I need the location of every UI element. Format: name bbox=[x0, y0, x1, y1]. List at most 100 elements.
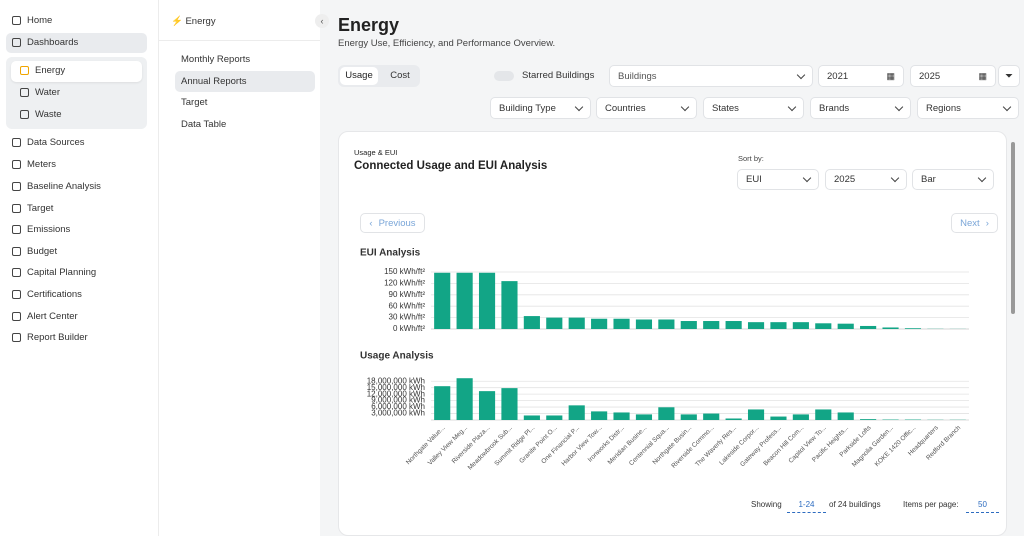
select-text: 2025 bbox=[834, 174, 856, 185]
nav-item[interactable]: Dashboards bbox=[12, 37, 78, 48]
nav-item[interactable]: Data Sources bbox=[12, 137, 85, 148]
nav-item[interactable]: Capital Planning bbox=[12, 267, 96, 278]
nav-label: Meters bbox=[27, 159, 57, 170]
nav-item[interactable]: Home bbox=[12, 15, 52, 26]
range[interactable]: 1-24 bbox=[787, 500, 826, 513]
bar bbox=[747, 409, 765, 420]
nav-icon bbox=[12, 225, 21, 234]
nav-item[interactable]: Certifications bbox=[12, 289, 82, 300]
bar bbox=[860, 419, 877, 420]
bar bbox=[680, 414, 697, 420]
page-subtitle: Energy Use, Efficiency, and Performance … bbox=[338, 38, 556, 49]
bar bbox=[591, 411, 608, 420]
nav-item[interactable]: Meters bbox=[12, 159, 56, 170]
subnav-highlight bbox=[175, 71, 315, 92]
select-text: Brands bbox=[819, 102, 850, 114]
nav-item[interactable]: Baseline Analysis bbox=[12, 181, 101, 192]
subnav-item[interactable]: Annual Reports bbox=[181, 76, 247, 87]
filter-select[interactable]: Countries bbox=[596, 97, 697, 119]
showing-label: Showing bbox=[751, 500, 782, 509]
nav-item[interactable]: Report Builder bbox=[12, 332, 88, 343]
x-tick-label: Northgate Busin... bbox=[651, 424, 693, 466]
nav-label: Home bbox=[27, 15, 53, 26]
sort-select[interactable]: EUI bbox=[737, 169, 819, 190]
card-eyebrow: Usage & EUI bbox=[354, 148, 398, 157]
select-text: 2025 bbox=[919, 70, 941, 82]
charts: EUI Analysis 0 kWh/ft² 30 kWh/ft² 60 kWh/ft… bbox=[360, 248, 969, 472]
filter-select[interactable]: States bbox=[703, 97, 804, 119]
bar bbox=[747, 322, 765, 329]
bar bbox=[770, 416, 787, 420]
bar bbox=[837, 323, 854, 329]
select-text: Buildings bbox=[618, 70, 657, 82]
subnav-item[interactable]: Target bbox=[181, 97, 208, 108]
bar bbox=[703, 321, 720, 329]
y-tick-label: 18,000,000 kWh bbox=[367, 376, 425, 385]
filter-select[interactable]: Brands bbox=[810, 97, 911, 119]
bar bbox=[478, 391, 496, 420]
filter-select[interactable]: Regions bbox=[917, 97, 1019, 119]
nav-icon bbox=[20, 110, 29, 119]
x-tick-label: Beacon Hill Com... bbox=[762, 424, 805, 467]
bar bbox=[904, 328, 922, 329]
filter-select[interactable]: Building Type bbox=[490, 97, 591, 119]
previous-button[interactable]: ‹ Previous bbox=[360, 213, 425, 233]
per-page-label: Items per page: bbox=[903, 500, 959, 509]
x-tick-label: Magnolia Garden... bbox=[851, 424, 895, 468]
collapse-button[interactable]: ‹ bbox=[315, 14, 329, 28]
chart-title: EUI Analysis bbox=[360, 248, 421, 259]
per-page[interactable]: 50 bbox=[966, 500, 999, 513]
type-select[interactable]: Bar bbox=[912, 169, 994, 190]
x-tick-label: Northgate Value... bbox=[405, 424, 447, 466]
nav-label: Data Sources bbox=[27, 137, 85, 148]
button-text: Next bbox=[960, 217, 980, 229]
subnav-title-text: Energy bbox=[185, 16, 216, 27]
bar bbox=[568, 317, 585, 329]
y-tick-label: 120 kWh/ft² bbox=[384, 279, 425, 288]
bar bbox=[434, 386, 451, 420]
scrollbar bbox=[1011, 142, 1015, 314]
nav-item[interactable]: Water bbox=[20, 87, 60, 98]
nav-item[interactable]: Energy bbox=[20, 65, 65, 76]
bar bbox=[703, 413, 720, 420]
bar bbox=[546, 317, 563, 329]
nav-icon bbox=[12, 268, 21, 277]
y-tick-label: 30 kWh/ft² bbox=[389, 313, 426, 322]
bar bbox=[523, 415, 540, 420]
nav-icon bbox=[12, 16, 21, 25]
nav-item[interactable]: Alert Center bbox=[12, 311, 78, 322]
buildings-select[interactable]: Buildings bbox=[609, 65, 813, 87]
bar bbox=[613, 412, 630, 420]
nav-label: Alert Center bbox=[27, 311, 78, 322]
tab-usage[interactable]: Usage bbox=[340, 67, 378, 85]
subnav-title: ⚡ Energy bbox=[171, 16, 216, 27]
y-tick-label: 0 kWh/ft² bbox=[393, 324, 425, 333]
bar bbox=[568, 405, 585, 420]
nav-item[interactable]: Budget bbox=[12, 246, 57, 257]
subnav-item[interactable]: Data Table bbox=[181, 119, 227, 130]
nav-icon bbox=[12, 160, 21, 169]
toggle[interactable] bbox=[494, 71, 514, 81]
nav-item[interactable]: Waste bbox=[20, 109, 62, 120]
year-select[interactable]: 2025 bbox=[825, 169, 907, 190]
nav-icon bbox=[12, 38, 21, 47]
bar bbox=[860, 325, 877, 329]
total-label: of 24 buildings bbox=[829, 500, 881, 509]
next-button[interactable]: Next › bbox=[951, 213, 998, 233]
select-text: Regions bbox=[926, 102, 961, 114]
tab-cost[interactable]: Cost bbox=[390, 70, 410, 81]
filter-button[interactable]: ⏷ bbox=[998, 65, 1020, 87]
start-year[interactable]: 2021 ▦ bbox=[818, 65, 904, 87]
x-tick-label: Centennial Squa... bbox=[628, 424, 671, 467]
bar bbox=[546, 415, 563, 420]
x-tick-label: Lakeside Corpor... bbox=[718, 424, 760, 466]
nav-icon bbox=[12, 290, 21, 299]
nav-icon bbox=[12, 182, 21, 191]
subnav-item[interactable]: Monthly Reports bbox=[181, 54, 251, 65]
select-text: Building Type bbox=[499, 102, 556, 114]
nav-item[interactable]: Target bbox=[12, 203, 53, 214]
bar bbox=[456, 378, 473, 420]
y-tick-label: 12,000,000 kWh bbox=[367, 389, 425, 398]
end-year[interactable]: 2025 ▦ bbox=[910, 65, 996, 87]
nav-item[interactable]: Emissions bbox=[12, 224, 70, 235]
